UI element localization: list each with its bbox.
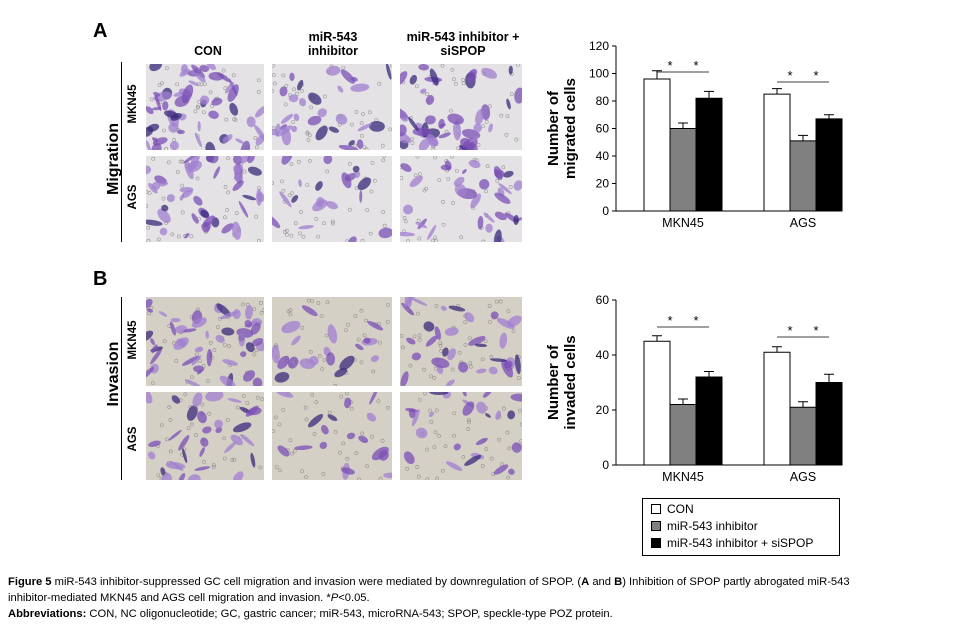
micrograph-invasion-ags-con (146, 392, 264, 480)
caption-text-2a: inhibitor-mediated MKN45 and AGS cell mi… (8, 592, 331, 604)
significance-star: * (787, 68, 792, 83)
significance-star: * (693, 313, 698, 328)
x-category-label: MKN45 (662, 216, 704, 230)
caption-line-3: Abbreviations: CON, NC oligonucleotide; … (8, 606, 948, 622)
col-header-inhibitor-sispop: miR-543 inhibitor + siSPOP (406, 30, 520, 58)
figure-caption: Figure 5 miR-543 inhibitor-suppressed GC… (8, 574, 948, 622)
bar-mkn45-series-0 (643, 340, 671, 466)
caption-abbreviations-text: CON, NC oligonucleotide; GC, gastric can… (86, 608, 613, 620)
x-category-label: AGS (790, 216, 816, 230)
y-tick-label: 0 (602, 458, 609, 472)
legend-label-con: CON (667, 501, 694, 516)
panel-letter-a: A (93, 20, 108, 42)
migration-bar-chart: 0 20 40 60 80 100 120 Number ofmigrated cells * *… (545, 39, 843, 230)
significance-star: * (787, 323, 792, 338)
bar-ags-series-1 (789, 140, 817, 212)
caption-text-1a: miR-543 inhibitor-suppressed GC cell mig… (51, 576, 582, 588)
chart-legend: CON miR-543 inhibitor miR-543 inhibitor … (642, 498, 840, 556)
caption-line-2: inhibitor-mediated MKN45 and AGS cell mi… (8, 590, 948, 606)
y-tick-label: 40 (596, 348, 610, 362)
legend-label-inhibitor: miR-543 inhibitor (667, 518, 758, 533)
y-axis-label: Number ofinvaded cells (545, 335, 579, 429)
invasion-row-divider (121, 297, 122, 480)
legend-swatch-inhibitor (651, 520, 661, 531)
significance-star: * (693, 58, 698, 73)
y-tick-label: 60 (596, 293, 610, 307)
legend-swatch-con (651, 503, 661, 514)
micrograph-invasion-mkn45-inhibitor (272, 297, 392, 386)
micrograph-migration-ags-con (146, 156, 264, 242)
y-tick-label: 20 (596, 403, 610, 417)
significance-star: * (667, 313, 672, 328)
significance-star: * (813, 323, 818, 338)
bar-ags-series-2 (815, 118, 843, 212)
bar-ags-series-0 (763, 351, 791, 466)
bar-mkn45-series-1 (669, 128, 697, 212)
legend-item-inhibitor: miR-543 inhibitor (643, 517, 839, 534)
significance-star: * (813, 68, 818, 83)
micrograph-migration-mkn45-inhibitor (272, 64, 392, 150)
caption-p: P (330, 592, 339, 604)
cell-label-ags-invasion: AGS (127, 426, 139, 452)
micrograph-invasion-ags-inhibitor-sispop (400, 392, 522, 480)
micrograph-migration-mkn45-inhibitor-sispop (400, 64, 522, 150)
bar-ags-series-0 (763, 93, 791, 212)
cell-label-mkn45-migration: MKN45 (127, 84, 139, 124)
bar-mkn45-series-1 (669, 404, 697, 466)
x-category-label: MKN45 (662, 470, 704, 484)
y-tick-label: 80 (596, 94, 610, 108)
caption-figure-label: Figure 5 (8, 576, 52, 588)
y-tick-label: 100 (589, 67, 609, 81)
bar-ags-series-2 (815, 382, 843, 466)
y-tick-label: 120 (589, 39, 609, 53)
significance-star: * (667, 58, 672, 73)
migration-row-divider (121, 62, 122, 242)
micrograph-migration-mkn45-con (146, 64, 264, 150)
caption-line-1: Figure 5 miR-543 inhibitor-suppressed GC… (8, 574, 948, 590)
y-axis-label: Number ofmigrated cells (545, 78, 579, 179)
micrograph-migration-ags-inhibitor (272, 156, 392, 242)
legend-swatch-inhibitor-sispop (651, 537, 661, 548)
micrograph-invasion-mkn45-con (146, 297, 264, 386)
y-tick-label: 0 (602, 204, 609, 218)
y-tick-label: 20 (596, 177, 610, 191)
col-header-con: CON (194, 44, 222, 58)
invasion-bar-chart: 0 20 40 60 Number ofinvaded cells * * MKN45 * * AG… (545, 293, 843, 484)
cell-label-mkn45-invasion: MKN45 (127, 320, 139, 360)
micrograph-invasion-mkn45-inhibitor-sispop (400, 297, 522, 386)
caption-abbreviations-label: Abbreviations: (8, 608, 87, 620)
micrograph-invasion-ags-inhibitor (272, 392, 392, 480)
legend-item-con: CON (643, 500, 839, 517)
panel-letter-b: B (93, 268, 108, 290)
caption-ref-b: B (614, 576, 623, 588)
caption-text-2b: <0.05. (338, 592, 370, 604)
col-header-inhibitor: miR-543 inhibitor (308, 30, 358, 58)
bar-mkn45-series-2 (695, 97, 723, 212)
bar-mkn45-series-0 (643, 78, 671, 212)
y-tick-label: 60 (596, 122, 610, 136)
caption-ref-a: A (581, 576, 590, 588)
bar-mkn45-series-2 (695, 376, 723, 466)
micrograph-migration-ags-inhibitor-sispop (400, 156, 522, 242)
bar-ags-series-1 (789, 406, 817, 466)
legend-label-inhibitor-sispop: miR-543 inhibitor + siSPOP (667, 535, 814, 550)
legend-item-inhibitor-sispop: miR-543 inhibitor + siSPOP (643, 534, 839, 551)
caption-text-1b: ) Inhibition of SPOP partly abrogated mi… (622, 576, 850, 588)
y-tick-label: 40 (596, 149, 610, 163)
x-category-label: AGS (790, 470, 816, 484)
cell-label-ags-migration: AGS (127, 184, 139, 210)
caption-text-and: and (589, 576, 615, 588)
